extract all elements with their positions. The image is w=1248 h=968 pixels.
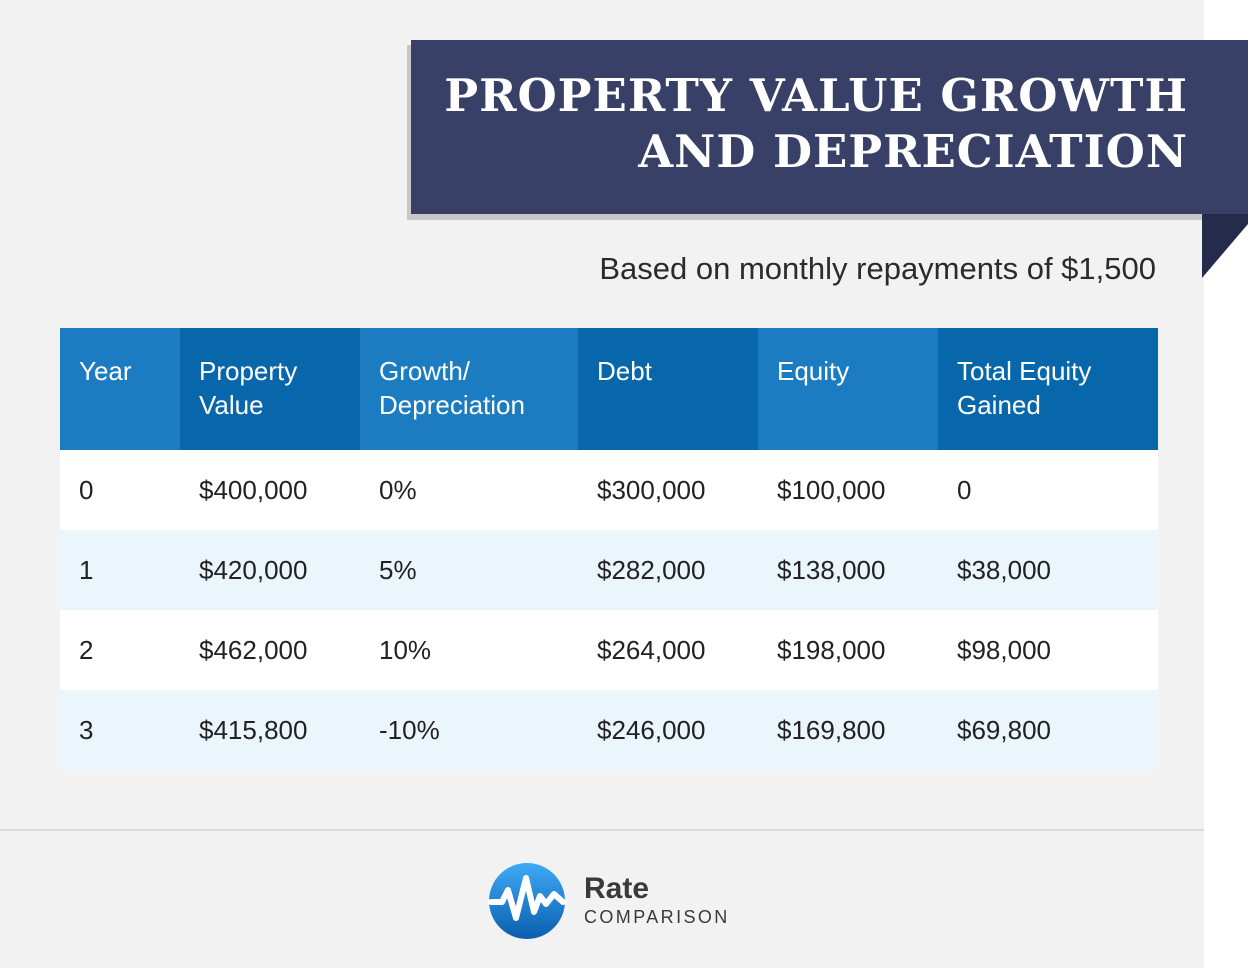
header-property-value: Property Value [180, 328, 360, 450]
cell-growth: 0% [360, 450, 578, 530]
header-year: Year [60, 328, 180, 450]
cell-property-value: $415,800 [180, 690, 360, 770]
cell-equity: $198,000 [758, 610, 938, 690]
cell-year: 0 [60, 450, 180, 530]
title-banner: PROPERTY VALUE GROWTH AND DEPRECIATION [411, 40, 1248, 214]
cell-total-equity-gained: $69,800 [938, 690, 1158, 770]
cell-total-equity-gained: $98,000 [938, 610, 1158, 690]
title-line-2: AND DEPRECIATION [638, 125, 1188, 178]
table-row: 3 $415,800 -10% $246,000 $169,800 $69,80… [60, 690, 1158, 770]
cell-debt: $300,000 [578, 450, 758, 530]
title-line-1: PROPERTY VALUE GROWTH [444, 69, 1188, 122]
logo-tagline: COMPARISON [584, 907, 730, 927]
logo-name: Rate [584, 872, 650, 905]
header-total-equity-gained: Total Equity Gained [938, 328, 1158, 450]
cell-equity: $100,000 [758, 450, 938, 530]
cell-year: 2 [60, 610, 180, 690]
footer-divider [0, 829, 1204, 831]
cell-equity: $138,000 [758, 530, 938, 610]
cell-property-value: $400,000 [180, 450, 360, 530]
table-header-row: Year Property Value Growth/ Depreciation… [60, 328, 1158, 450]
table-row: 0 $400,000 0% $300,000 $100,000 0 [60, 450, 1158, 530]
cell-total-equity-gained: $38,000 [938, 530, 1158, 610]
table-row: 1 $420,000 5% $282,000 $138,000 $38,000 [60, 530, 1158, 610]
cell-year: 3 [60, 690, 180, 770]
cell-equity: $169,800 [758, 690, 938, 770]
property-value-table: Year Property Value Growth/ Depreciation… [60, 328, 1158, 770]
cell-growth: 5% [360, 530, 578, 610]
header-growth-depreciation: Growth/ Depreciation [360, 328, 578, 450]
cell-growth: 10% [360, 610, 578, 690]
table-row: 2 $462,000 10% $264,000 $198,000 $98,000 [60, 610, 1158, 690]
cell-debt: $246,000 [578, 690, 758, 770]
subtitle: Based on monthly repayments of $1,500 [599, 251, 1156, 286]
cell-debt: $264,000 [578, 610, 758, 690]
cell-property-value: $462,000 [180, 610, 360, 690]
banner-fold [1202, 214, 1248, 278]
header-debt: Debt [578, 328, 758, 450]
header-equity: Equity [758, 328, 938, 450]
cell-debt: $282,000 [578, 530, 758, 610]
cell-year: 1 [60, 530, 180, 610]
rate-comparison-logo: Rate COMPARISON [488, 862, 748, 940]
rate-comparison-logo-icon [488, 863, 566, 939]
cell-property-value: $420,000 [180, 530, 360, 610]
cell-total-equity-gained: 0 [938, 450, 1158, 530]
page-title: PROPERTY VALUE GROWTH AND DEPRECIATION [444, 68, 1188, 180]
cell-growth: -10% [360, 690, 578, 770]
